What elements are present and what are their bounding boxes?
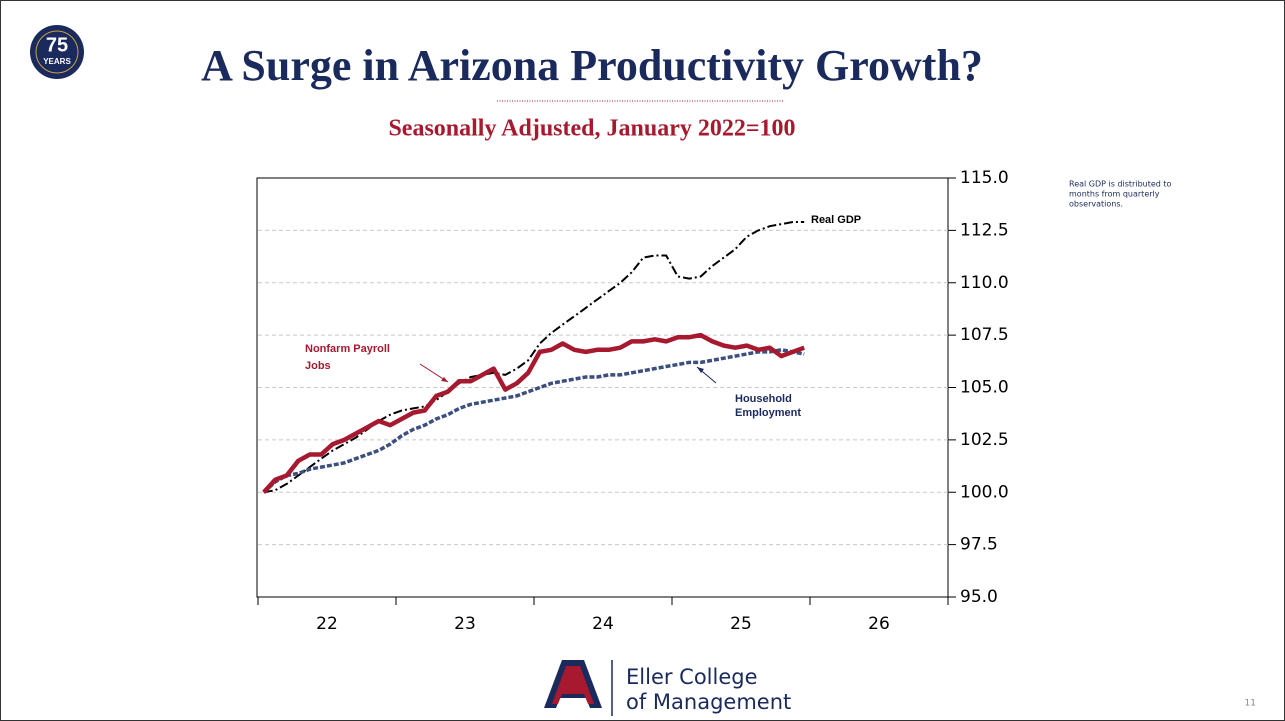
badge-number: 75 <box>46 34 68 56</box>
series-label: Employment <box>735 407 801 419</box>
y-tick-label: 115.0 <box>960 168 1009 188</box>
badge-text: YEARS <box>43 57 71 66</box>
x-tick-label: 23 <box>454 614 476 634</box>
page-number: 11 <box>1245 699 1256 709</box>
arrow-head <box>697 367 704 373</box>
y-tick-label: 95.0 <box>960 587 998 607</box>
series-line <box>262 332 805 494</box>
subtitle: Seasonally Adjusted, January 2022=100 <box>388 116 795 142</box>
footer-text: Eller College <box>626 665 758 689</box>
y-tick-label: 100.0 <box>960 482 1009 502</box>
series-label: Real GDP <box>811 214 861 226</box>
series-label: Jobs <box>305 360 331 372</box>
y-tick-label: 110.0 <box>960 273 1009 293</box>
note-line: observations. <box>1069 200 1123 209</box>
arrow-head <box>441 377 448 382</box>
x-tick-label: 26 <box>868 614 890 634</box>
y-tick-label: 102.5 <box>960 430 1009 450</box>
y-tick-label: 105.0 <box>960 378 1009 398</box>
badge: 75 YEARS <box>30 25 84 79</box>
note-line: Real GDP is distributed to <box>1069 180 1172 189</box>
y-tick-label: 112.5 <box>960 220 1009 240</box>
y-tick-label: 107.5 <box>960 325 1009 345</box>
footer-logo: Eller College of Management <box>544 660 791 716</box>
series-line <box>263 221 805 494</box>
series-label: Nonfarm Payroll <box>305 343 390 355</box>
x-tick-label: 25 <box>730 614 752 634</box>
x-tick-label: 22 <box>316 614 338 634</box>
note-line: months from quarterly <box>1069 190 1160 199</box>
series-line <box>262 348 805 494</box>
series-label: Household <box>735 393 792 405</box>
note: Real GDP is distributed to months from q… <box>1069 180 1172 209</box>
y-tick-label: 97.5 <box>960 535 998 555</box>
title: A Surge in Arizona Productivity Growth? <box>201 41 983 90</box>
x-tick-label: 24 <box>592 614 614 634</box>
footer-text: of Management <box>626 690 791 714</box>
